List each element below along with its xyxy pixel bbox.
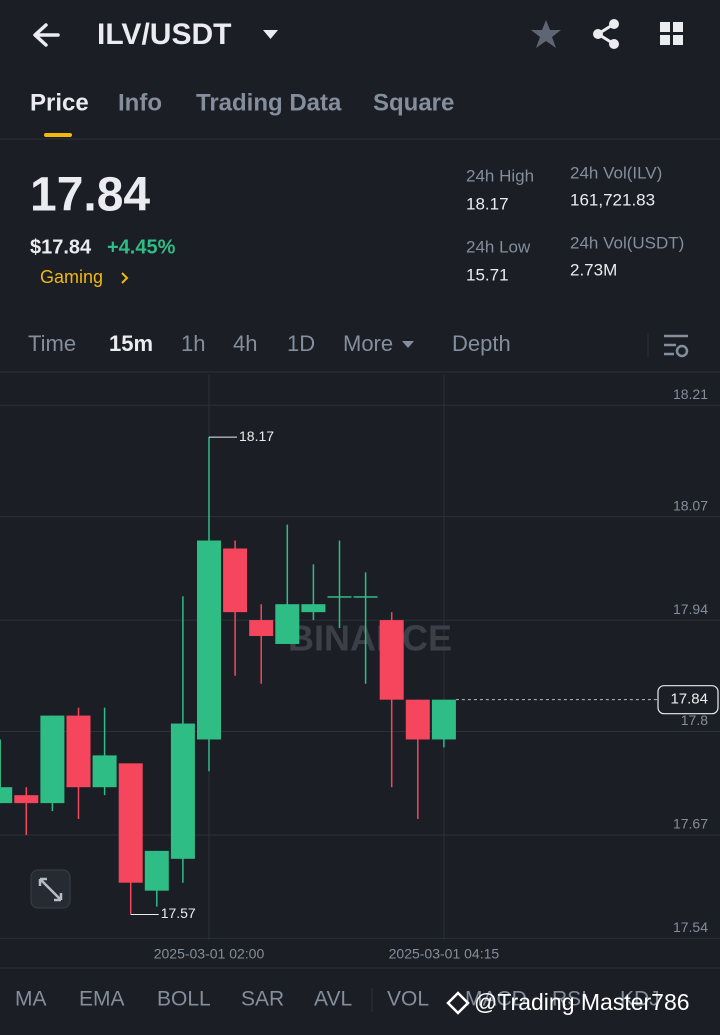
candle-body — [197, 540, 221, 740]
stat-value: 15.71 — [466, 265, 509, 284]
last-price-label: 17.84 — [670, 691, 708, 708]
share-button[interactable] — [593, 19, 619, 49]
candle-body — [249, 620, 274, 637]
y-tick-label: 17.8 — [681, 712, 708, 728]
y-tick-label: 17.67 — [673, 816, 708, 832]
overlay-watermark: @Trading Master786 — [474, 989, 690, 1015]
chart-watermark: BINANCE — [288, 618, 452, 659]
more-caret[interactable] — [402, 341, 414, 348]
stat-label: 24h Vol(ILV) — [570, 163, 662, 182]
candle-body — [40, 715, 65, 804]
candle-body — [66, 715, 91, 788]
stat-value: 161,721.83 — [570, 190, 655, 209]
stat-value: 18.17 — [466, 194, 509, 213]
candle-body — [144, 850, 169, 891]
last-price: 17.84 — [30, 169, 150, 222]
indicator[interactable]: KDJ — [620, 988, 660, 1011]
pair-title[interactable]: ILV/USDT — [97, 18, 231, 51]
stat-label: 24h High — [466, 166, 534, 185]
price-change: +4.45% — [107, 236, 176, 258]
candle-body — [405, 699, 430, 740]
interval[interactable]: 15m — [109, 331, 153, 356]
tab[interactable]: Square — [373, 89, 454, 116]
usd-price: $17.84 — [30, 236, 92, 258]
indicator[interactable]: RSI — [552, 988, 587, 1011]
tab-indicator — [44, 133, 72, 137]
indicator[interactable]: EMA — [79, 988, 125, 1011]
candle-body — [301, 604, 326, 613]
sector-arrow[interactable] — [121, 272, 129, 284]
indicator[interactable]: MA — [15, 988, 47, 1011]
stat-label: 24h Low — [466, 237, 531, 256]
x-tick-label: 2025-03-01 02:00 — [154, 946, 265, 962]
tab[interactable]: Trading Data — [196, 89, 342, 116]
sector-tag[interactable]: Gaming — [40, 267, 103, 287]
overlay-logo — [446, 991, 470, 1015]
interval[interactable]: 1h — [181, 331, 205, 356]
indicator[interactable]: VOL — [387, 988, 429, 1011]
chart-settings[interactable] — [664, 334, 689, 358]
expand-icon[interactable] — [38, 877, 63, 902]
indicator[interactable]: AVL — [314, 988, 352, 1011]
candle-body — [353, 596, 378, 598]
candlestick-chart: 18.21 18.07 17.94 17.8 17.67 17.54 2025-03-01 … — [0, 375, 720, 962]
candle-body — [14, 795, 39, 804]
interval[interactable]: More — [343, 331, 393, 356]
candle-body — [431, 699, 456, 740]
candle-body — [92, 755, 117, 788]
candle-body — [223, 548, 248, 613]
tab[interactable]: Price — [30, 89, 89, 116]
indicator[interactable]: MACD — [465, 988, 527, 1011]
stat-value: 2.73M — [570, 260, 617, 279]
favorite-star[interactable] — [531, 20, 561, 48]
back-button[interactable] — [33, 23, 60, 47]
interval[interactable]: Time — [28, 331, 76, 356]
candle-body — [0, 787, 13, 804]
pair-dropdown[interactable] — [263, 30, 278, 39]
interval[interactable]: 4h — [233, 331, 257, 356]
y-tick-label: 18.21 — [673, 386, 708, 402]
candle-body — [118, 763, 143, 883]
indicator[interactable]: BOLL — [157, 988, 211, 1011]
grid-menu[interactable] — [660, 22, 683, 45]
candle-body — [379, 620, 404, 700]
interval[interactable]: 1D — [287, 331, 315, 356]
candle-body — [275, 604, 300, 644]
candle-body — [327, 596, 352, 598]
y-tick-label: 17.54 — [673, 919, 708, 935]
stat-label: 24h Vol(USDT) — [570, 233, 684, 252]
last-price-tag — [657, 685, 719, 715]
y-tick-label: 17.94 — [673, 601, 708, 617]
x-tick-label: 2025-03-01 04:15 — [389, 946, 500, 962]
tab[interactable]: Info — [118, 89, 162, 116]
candle-body — [170, 723, 195, 859]
annotation-label: 17.57 — [161, 905, 196, 921]
annotation-label: 18.17 — [239, 428, 274, 444]
interval[interactable]: Depth — [452, 331, 511, 356]
y-tick-label: 18.07 — [673, 497, 708, 513]
indicator[interactable]: SAR — [241, 988, 284, 1011]
